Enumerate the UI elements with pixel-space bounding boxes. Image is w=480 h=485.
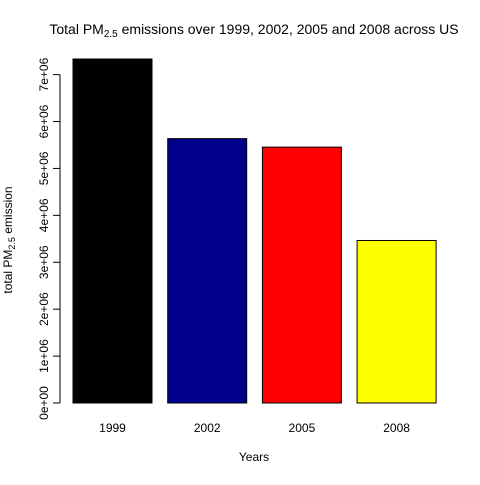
x-tick-labels: 1999 2002 2005 2008 <box>99 421 410 435</box>
y-tick-label: 3e+06 <box>37 245 51 279</box>
y-axis-label: total PM2.5 emission <box>1 186 17 293</box>
y-tick-label: 0e+00 <box>37 386 51 420</box>
y-axis-label-prefix: total PM <box>1 250 15 294</box>
y-axis-label-suffix: emission <box>1 186 15 237</box>
y-axis: 0e+00 1e+06 2e+06 3e+06 4e+06 5e+06 6e+06 7e+06 <box>37 57 61 420</box>
chart-title: Total PM2.5 emissions over 1999, 2002, 2… <box>49 21 458 40</box>
y-tick-label: 2e+06 <box>37 292 51 326</box>
y-tick-label: 4e+06 <box>37 198 51 232</box>
x-tick-label: 1999 <box>99 421 126 435</box>
y-tick-label: 7e+06 <box>37 57 51 91</box>
chart-title-suffix: emissions over 1999, 2002, 2005 and 2008… <box>118 21 459 37</box>
bars <box>72 58 437 404</box>
chart-title-prefix: Total PM <box>49 21 103 37</box>
x-axis-label: Years <box>239 450 269 464</box>
bar-2005 <box>261 146 342 404</box>
bar-2008 <box>356 239 437 404</box>
y-axis-label-subscript: 2.5 <box>7 237 17 250</box>
x-tick-label: 2002 <box>194 421 221 435</box>
chart-title-subscript: 2.5 <box>104 29 118 40</box>
bar-2002 <box>167 138 248 404</box>
y-tick-label: 1e+06 <box>37 339 51 373</box>
bar-1999 <box>72 58 153 404</box>
x-tick-label: 2005 <box>289 421 316 435</box>
y-tick-label: 6e+06 <box>37 104 51 138</box>
y-tick-label: 5e+06 <box>37 151 51 185</box>
x-tick-label: 2008 <box>383 421 410 435</box>
